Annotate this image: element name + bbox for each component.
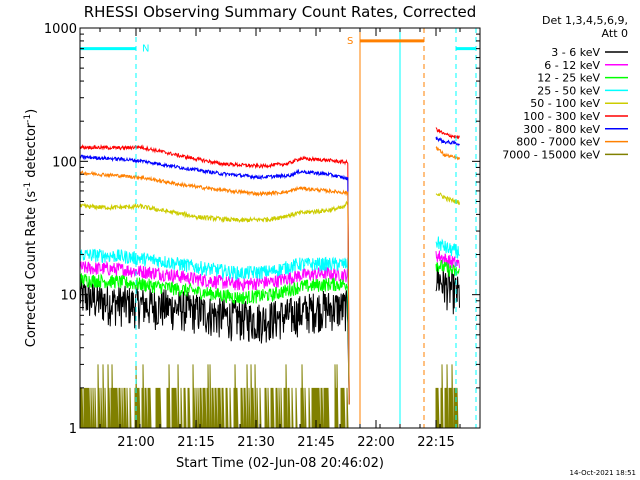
y-axis-label-end: ): [24, 109, 39, 114]
legend-label-7: 300 - 800 keV: [523, 123, 600, 136]
series-line-3-6: [80, 277, 350, 405]
y-tick-label: 1: [69, 422, 77, 437]
series-line-12-25: [80, 272, 350, 405]
marker-layer: NS: [80, 28, 477, 428]
y-axis-label-mid: detector: [24, 122, 39, 182]
legend-label-2: 6 - 12 keV: [544, 59, 600, 72]
series-line-7000-15000-post: [435, 364, 460, 428]
legend-label-3: 12 - 25 keV: [537, 72, 600, 85]
x-tick-label: 21:45: [297, 435, 334, 450]
y-axis-label-main: Corrected Count Rate (s: [24, 191, 39, 348]
legend-label-8: 800 - 7000 keV: [516, 136, 600, 149]
legend-label-9: 7000 - 15000 keV: [502, 148, 600, 161]
legend-label-1: 3 - 6 keV: [551, 46, 600, 59]
night-marker-label: N: [142, 44, 149, 55]
series-line-25-50: [80, 248, 350, 405]
y-axis-label-sup-2: -1: [23, 114, 33, 123]
chart-title: RHESSI Observing Summary Count Rates, Co…: [84, 3, 477, 21]
saa-marker-label: S: [347, 36, 353, 47]
series-line-50-100: [80, 200, 350, 405]
legend-label-5: 50 - 100 keV: [530, 97, 600, 110]
series-line-300-800-post: [435, 135, 460, 147]
x-tick-label: 22:00: [357, 435, 394, 450]
legend-header-line-2: Att 0: [602, 27, 628, 40]
y-axis-label-sup-1: -1: [23, 182, 33, 191]
x-tick-label: 21:30: [237, 435, 274, 450]
x-tick-label: 21:15: [177, 435, 214, 450]
plot-frame: [79, 27, 481, 429]
series-line-6-12: [80, 260, 350, 405]
legend-label-6: 100 - 300 keV: [523, 110, 600, 123]
y-tick-label: 100: [52, 155, 77, 170]
x-tick-label: 22:15: [417, 435, 454, 450]
x-axis-label: Start Time (02-Jun-08 20:46:02): [176, 456, 384, 471]
y-axis-label: Corrected Count Rate (s-1 detector-1): [23, 109, 39, 347]
plot-area: [80, 127, 460, 428]
series-line-12-25-post: [435, 259, 460, 277]
series-line-800-7000: [80, 170, 350, 405]
legend-label-4: 25 - 50 keV: [537, 84, 600, 97]
y-tick-label: 10: [60, 289, 77, 304]
series-line-25-50-post: [435, 236, 460, 259]
series-line-100-300: [80, 143, 350, 405]
series-line-3-6-post: [435, 262, 460, 315]
series-line-7000-15000: [80, 364, 349, 428]
y-tick-label: 1000: [44, 22, 77, 37]
legend-header-line-1: Det 1,3,4,5,6,9,: [542, 14, 628, 27]
x-tick-label: 21:00: [117, 435, 154, 450]
axes-layer: 21:00 21:15 21:30 21:45 22:00 22:15 1 10 100 1000: [44, 22, 481, 450]
footer-date: 14-Oct-2021 18:51: [570, 469, 636, 477]
series-line-300-800: [80, 154, 350, 405]
